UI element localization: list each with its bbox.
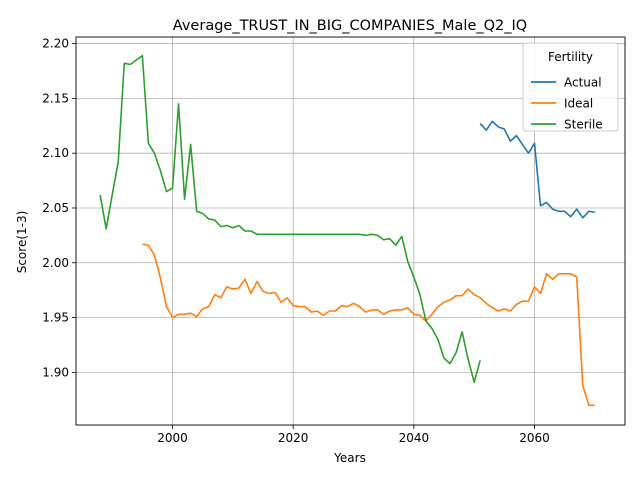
legend-box: [522, 42, 619, 132]
y-tick-label: 2.15: [42, 91, 69, 105]
legend: Fertility Actual Ideal Sterile: [522, 42, 619, 132]
plot-frame: [75, 36, 626, 426]
x-tick-label: 2040: [399, 431, 430, 445]
legend-label-ideal: Ideal: [564, 97, 593, 111]
series-line-actual: [479, 120, 595, 219]
y-tick-label: 2.10: [42, 146, 69, 160]
legend-title: Fertility: [548, 50, 593, 64]
x-tick-label: 2060: [519, 431, 550, 445]
x-axis-label: Years: [333, 451, 366, 465]
series-line-sterile: [99, 54, 481, 384]
legend-label-sterile: Sterile: [564, 118, 603, 132]
series-lines: [99, 54, 595, 407]
chart-title: Average_TRUST_IN_BIG_COMPANIES_Male_Q2_I…: [173, 18, 527, 34]
legend-label-actual: Actual: [564, 76, 602, 90]
y-tick-label: 1.90: [42, 365, 69, 379]
y-tick-label: 1.95: [42, 311, 69, 325]
x-tick-label: 2000: [157, 431, 188, 445]
y-axis-label: Score(1-3): [15, 211, 29, 274]
x-tick-label: 2020: [278, 431, 309, 445]
y-tick-label: 2.20: [42, 37, 69, 51]
axes: 2000 2020 2040 2060 1.90 1.95 2.00 2.05 2.10 2.15…: [42, 36, 626, 445]
y-tick-label: 2.00: [42, 256, 69, 270]
series-line-ideal: [142, 243, 595, 407]
y-tick-label: 2.05: [42, 201, 69, 215]
